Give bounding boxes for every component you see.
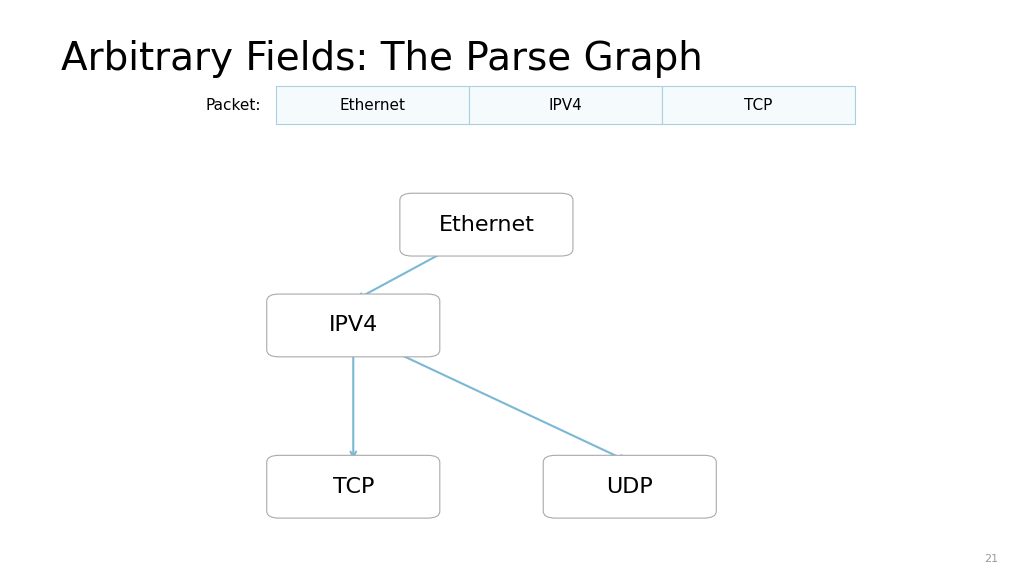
Text: TCP: TCP [333,477,374,497]
Text: Packet:: Packet: [206,97,261,113]
Text: IPV4: IPV4 [329,316,378,335]
Text: Ethernet: Ethernet [438,215,535,234]
FancyBboxPatch shape [266,455,439,518]
Text: TCP: TCP [744,97,773,113]
FancyBboxPatch shape [663,86,855,124]
Text: 21: 21 [984,555,998,564]
Text: Ethernet: Ethernet [340,97,406,113]
Text: Arbitrary Fields: The Parse Graph: Arbitrary Fields: The Parse Graph [61,40,703,78]
FancyBboxPatch shape [469,86,663,124]
FancyBboxPatch shape [266,294,439,357]
FancyBboxPatch shape [399,194,572,256]
Text: IPV4: IPV4 [549,97,583,113]
FancyBboxPatch shape [276,86,469,124]
Text: UDP: UDP [606,477,653,497]
FancyBboxPatch shape [543,455,717,518]
